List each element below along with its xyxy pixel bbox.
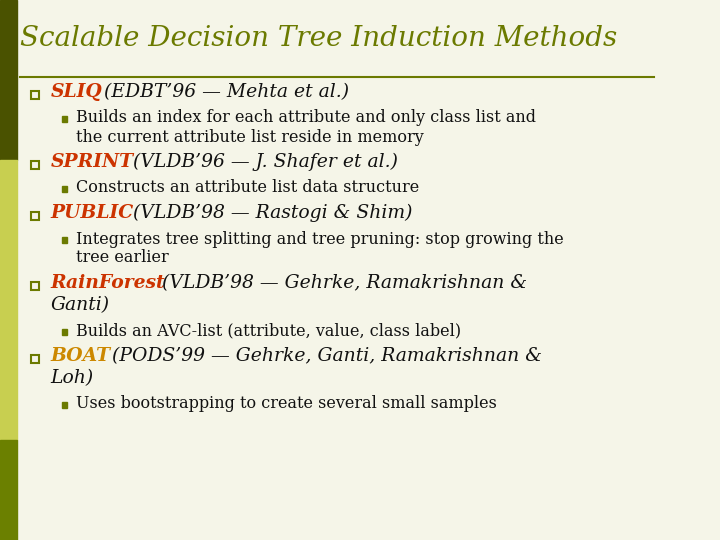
- Bar: [0, 440, 17, 540]
- Bar: [62, 116, 67, 122]
- Bar: [32, 355, 39, 363]
- Text: Builds an AVC-list (attribute, value, class label): Builds an AVC-list (attribute, value, cl…: [76, 322, 461, 340]
- Bar: [32, 282, 39, 290]
- Text: Constructs an attribute list data structure: Constructs an attribute list data struct…: [76, 179, 419, 197]
- Bar: [62, 329, 67, 335]
- Text: (EDBT’96 — Mehta et al.): (EDBT’96 — Mehta et al.): [99, 83, 349, 101]
- Text: (VLDB’98 — Rastogi & Shim): (VLDB’98 — Rastogi & Shim): [127, 204, 413, 222]
- Text: (VLDB’98 — Gehrke, Ramakrishnan &: (VLDB’98 — Gehrke, Ramakrishnan &: [156, 274, 528, 292]
- Text: PUBLIC: PUBLIC: [50, 204, 134, 222]
- Bar: [62, 237, 67, 243]
- Text: BOAT: BOAT: [50, 347, 111, 365]
- Text: SPRINT: SPRINT: [50, 153, 134, 171]
- Bar: [32, 212, 39, 220]
- Text: Integrates tree splitting and tree pruning: stop growing the: Integrates tree splitting and tree pruni…: [76, 231, 563, 247]
- Text: Loh): Loh): [50, 369, 94, 387]
- Bar: [32, 161, 39, 169]
- Text: RainForest: RainForest: [50, 274, 166, 292]
- Text: tree earlier: tree earlier: [76, 249, 168, 267]
- Bar: [32, 91, 39, 99]
- Bar: [62, 186, 67, 192]
- Text: Builds an index for each attribute and only class list and: Builds an index for each attribute and o…: [76, 110, 536, 126]
- Text: Ganti): Ganti): [50, 296, 110, 314]
- Bar: [62, 402, 67, 408]
- Text: (VLDB’96 — J. Shafer et al.): (VLDB’96 — J. Shafer et al.): [127, 153, 398, 171]
- Text: SLIQ: SLIQ: [50, 83, 102, 101]
- Text: Uses bootstrapping to create several small samples: Uses bootstrapping to create several sma…: [76, 395, 497, 413]
- Text: (PODS’99 — Gehrke, Ganti, Ramakrishnan &: (PODS’99 — Gehrke, Ganti, Ramakrishnan &: [106, 347, 542, 365]
- Bar: [0, 0, 17, 160]
- Bar: [0, 160, 17, 440]
- Text: Scalable Decision Tree Induction Methods: Scalable Decision Tree Induction Methods: [20, 25, 618, 52]
- Text: the current attribute list reside in memory: the current attribute list reside in mem…: [76, 129, 423, 145]
